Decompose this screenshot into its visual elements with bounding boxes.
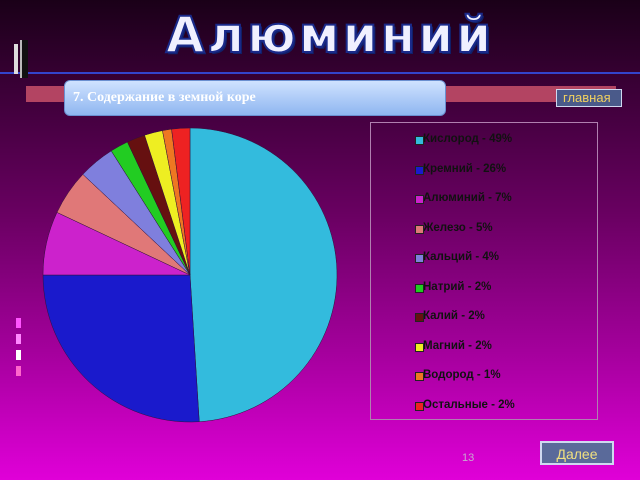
legend-item: Остальные - 2% bbox=[415, 398, 515, 411]
legend-swatch bbox=[415, 283, 424, 293]
decor-bar bbox=[20, 40, 28, 78]
subtitle-panel: 7. Содержание в земной коре bbox=[64, 80, 446, 116]
legend-item: Водород - 1% bbox=[415, 369, 501, 381]
pie-slice bbox=[171, 127, 191, 276]
legend-swatch bbox=[415, 195, 424, 204]
legend-swatch bbox=[415, 165, 424, 175]
legend-item: Алюминий - 7% bbox=[415, 192, 512, 204]
pie-slice bbox=[42, 274, 200, 423]
legend-item: Кремний - 26% bbox=[415, 162, 507, 175]
legend-label: Кальций - 4% bbox=[423, 251, 499, 263]
legend-label: Кислород - 49% bbox=[423, 133, 513, 145]
pie-slice bbox=[189, 127, 338, 422]
next-button[interactable]: Далее bbox=[540, 441, 614, 465]
header-rule bbox=[0, 72, 640, 74]
legend-swatch bbox=[415, 136, 424, 145]
page-number: 13 bbox=[462, 452, 475, 464]
legend-swatch bbox=[415, 224, 424, 234]
legend-swatch bbox=[415, 313, 424, 322]
legend-label: Магний - 2% bbox=[423, 339, 492, 352]
legend-item: Калий - 2% bbox=[415, 310, 485, 322]
legend-label: Натрий - 2% bbox=[423, 280, 492, 293]
legend-item: Кислород - 49% bbox=[415, 133, 513, 145]
legend-item: Железо - 5% bbox=[415, 221, 493, 234]
legend-item: Кальций - 4% bbox=[415, 251, 499, 263]
legend-label: Водород - 1% bbox=[423, 369, 501, 381]
legend-swatch bbox=[415, 401, 424, 411]
chart-legend: Кислород - 49% Кремний - 26% Алюминий - 7%… bbox=[370, 122, 598, 420]
legend-item: Магний - 2% bbox=[415, 339, 492, 352]
legend-label: Железо - 5% bbox=[423, 221, 493, 234]
home-button[interactable]: главная bbox=[556, 89, 622, 107]
decor-bar bbox=[14, 44, 18, 74]
legend-label: Алюминий - 7% bbox=[423, 192, 512, 204]
legend-swatch bbox=[415, 372, 424, 381]
subtitle: 7. Содержание в земной коре bbox=[73, 90, 256, 105]
slide-title: Алюминий bbox=[165, 5, 495, 65]
legend-label: Остальные - 2% bbox=[423, 398, 515, 411]
legend-label: Кремний - 26% bbox=[423, 162, 507, 175]
legend-label: Калий - 2% bbox=[423, 310, 485, 322]
legend-swatch bbox=[415, 342, 424, 352]
legend-item: Натрий - 2% bbox=[415, 280, 492, 293]
legend-swatch bbox=[415, 254, 424, 263]
